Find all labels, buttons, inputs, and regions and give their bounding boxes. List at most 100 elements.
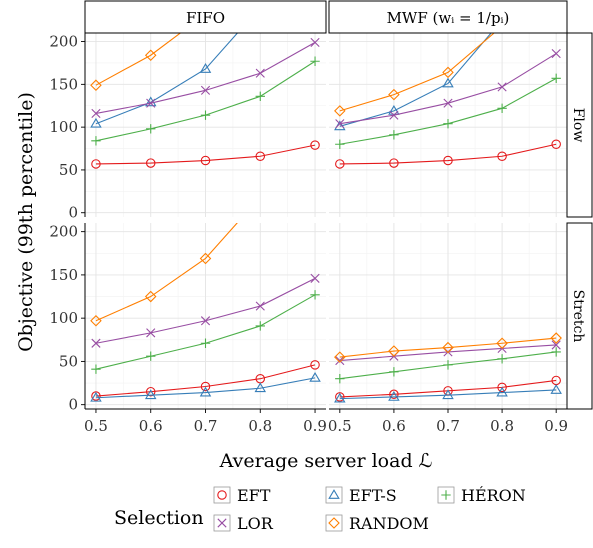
x-tick-label: 0.6	[139, 417, 163, 435]
legend-marker-eft	[217, 490, 227, 500]
series-line-random	[339, 337, 557, 358]
data-point-eft	[91, 159, 101, 169]
data-point-heron	[389, 367, 399, 377]
legend-entry-lor: LOR	[213, 514, 274, 533]
data-point-lor	[255, 68, 265, 78]
data-point-random	[334, 351, 346, 363]
strips-layer: FIFO MWF (wᵢ = 1/pᵢ) Flow Stretch	[84, 0, 593, 410]
data-point-heron	[443, 360, 453, 370]
data-point-eft-s	[199, 386, 212, 397]
data-point-heron	[497, 103, 507, 114]
series-group	[90, 33, 320, 169]
y-tick-label: 0	[68, 396, 78, 414]
data-point-heron	[551, 347, 561, 357]
x-tick-label: 0.5	[328, 417, 352, 435]
data-point-eft-s	[90, 391, 102, 402]
column-strip-fifo-box	[84, 0, 327, 34]
data-point-lor	[200, 85, 211, 95]
data-point-eft	[91, 391, 101, 401]
data-point-eft-s	[550, 384, 562, 394]
legend: Selection EFT EFT-S HÉRON LOR RANDOM	[114, 485, 526, 533]
data-point-heron	[497, 354, 507, 364]
data-point-eft	[551, 139, 561, 150]
column-strip-mwf: MWF (wᵢ = 1/pᵢ)	[387, 9, 510, 27]
y-tick-label: 200	[49, 223, 78, 241]
data-point-eft-s	[254, 382, 267, 393]
y-tick-label: 200	[49, 33, 78, 51]
data-point-eft	[310, 360, 320, 370]
y-tick-label: 50	[59, 352, 78, 370]
data-point-lor	[551, 48, 561, 59]
data-point-lor	[335, 119, 345, 129]
x-tick-label: 0.8	[248, 417, 272, 435]
y-tick-label: 100	[49, 118, 78, 136]
x-tick-label: 0.7	[436, 417, 460, 435]
y-tick-label: 150	[49, 75, 78, 93]
series-line-random	[95, 33, 182, 86]
data-point-eft-s	[334, 392, 346, 403]
legend-label: EFT-S	[349, 486, 397, 505]
data-point-eft-s	[144, 96, 157, 107]
x-tick-label: 0.5	[84, 417, 108, 435]
legend-marker-eft-s	[328, 489, 340, 499]
data-point-lor	[497, 82, 507, 92]
data-point-lor	[310, 273, 320, 283]
legend-marker-random	[328, 517, 340, 529]
panels-layer	[85, 33, 567, 409]
legend-entry-eft-s: EFT-S	[325, 486, 397, 505]
data-point-eft-s	[388, 391, 400, 401]
data-point-random	[334, 105, 346, 117]
data-point-lor	[146, 98, 156, 108]
x-tick-label: 0.6	[382, 417, 406, 435]
data-point-eft-s	[144, 389, 157, 400]
data-point-heron	[200, 110, 211, 120]
data-point-random	[199, 252, 212, 265]
y-tick-label: 0	[68, 204, 78, 222]
data-point-heron	[389, 130, 399, 140]
y-axis-title: Objective (99th percentile)	[15, 92, 37, 352]
series-line-random	[339, 33, 495, 112]
data-point-heron	[91, 364, 101, 374]
column-strip-fifo: FIFO	[186, 9, 225, 27]
data-point-heron	[200, 338, 211, 348]
data-point-eft	[497, 151, 507, 161]
data-point-lor	[310, 37, 320, 48]
legend-entry-eft: EFT	[213, 486, 271, 505]
data-point-random	[442, 66, 454, 79]
data-point-lor	[200, 316, 211, 326]
data-point-heron	[91, 136, 101, 146]
x-tick-label: 0.8	[490, 417, 514, 435]
data-point-random	[496, 337, 508, 350]
legend-label: HÉRON	[461, 485, 526, 505]
data-point-eft-s	[442, 77, 454, 88]
data-point-random	[442, 341, 454, 354]
series-line-eft-s	[95, 377, 316, 399]
legend-marker-lor	[217, 518, 227, 528]
data-point-random	[144, 49, 157, 62]
data-point-eft	[443, 155, 453, 166]
data-point-eft	[145, 386, 156, 397]
data-point-eft	[255, 151, 266, 161]
x-tick-label: 0.7	[194, 417, 218, 435]
y-tick-label: 50	[59, 161, 78, 179]
x-axis-title: Average server load ℒ	[219, 450, 433, 472]
series-line-eft-s	[339, 389, 557, 400]
data-point-eft-s	[388, 104, 400, 115]
data-point-eft	[200, 155, 211, 166]
panel-fifo-stretch	[85, 223, 326, 409]
legend-key-box	[325, 514, 343, 532]
legend-entry-heron: HÉRON	[437, 485, 526, 505]
legend-label: LOR	[237, 514, 274, 533]
data-point-eft	[310, 140, 320, 150]
data-point-heron	[335, 374, 345, 384]
column-strip-mwf-box	[328, 0, 568, 34]
data-point-random	[550, 332, 562, 344]
data-point-random	[144, 290, 157, 303]
series-group	[334, 33, 561, 169]
series-line-eft-s	[95, 33, 239, 125]
data-point-heron	[310, 56, 320, 66]
data-point-heron	[255, 321, 265, 331]
legend-key-box	[213, 486, 231, 504]
